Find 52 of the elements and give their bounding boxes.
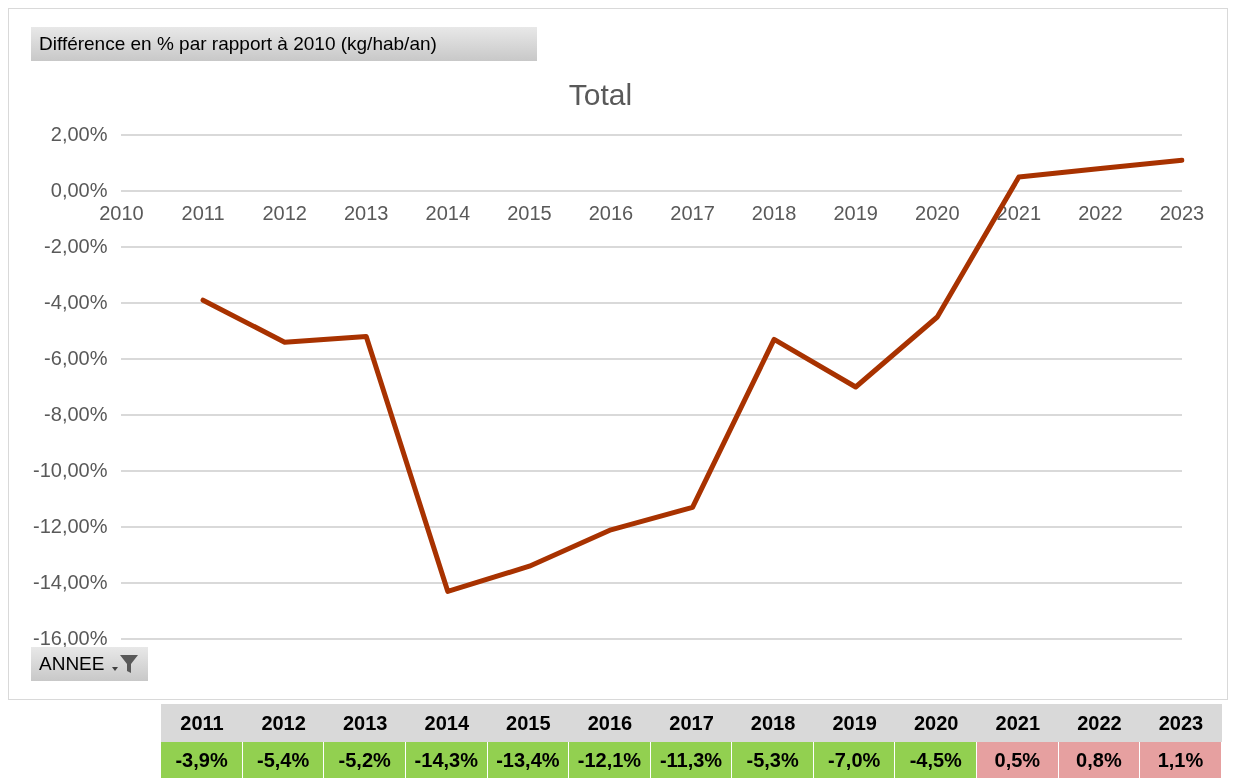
text: ANNEE [39, 653, 105, 675]
y-tick-label: -8,00% [44, 402, 108, 425]
text: Différence en % par rapport à 2010 (kg/hab/an) [31, 27, 537, 61]
category-label: 2011 [180, 712, 224, 734]
x-tick-label: 2014 [425, 201, 471, 224]
x-tick-label: 2012 [262, 201, 307, 224]
y-tick-label: -12,00% [32, 514, 108, 537]
data-label: -3,9% [161, 742, 242, 778]
x-tick-label: 2019 [833, 201, 878, 224]
category-label: 2019 [832, 712, 877, 734]
category-label: 2017 [669, 712, 714, 734]
x-tick-label: 2018 [751, 201, 797, 224]
category-label: 2015 [506, 712, 551, 734]
category-label: 2014 [424, 712, 470, 734]
x-tick-label: 2020 [915, 201, 960, 224]
category-label: 2012 [261, 712, 306, 734]
category-label: 2021 [995, 712, 1041, 734]
x-tick-label: 2013 [343, 201, 389, 224]
y-tick-label: -4,00% [44, 290, 108, 313]
data-label: -7,0% [813, 742, 895, 778]
category-label: 2013 [342, 712, 388, 734]
y-tick-label: 0,00% [50, 178, 108, 201]
data-label: 0,5% [977, 742, 1058, 778]
x-tick-label: 2015 [507, 201, 552, 224]
category-label: 2016 [587, 712, 633, 734]
x-tick-label: 2011 [181, 201, 225, 224]
x-tick-label: 2022 [1078, 201, 1123, 224]
y-tick-label: -6,00% [44, 346, 108, 369]
x-tick-label: 2017 [670, 201, 715, 224]
x-tick-label: 2016 [588, 201, 634, 224]
category-label: 2022 [1077, 712, 1122, 734]
data-label: -5,3% [732, 742, 813, 778]
category-label: 2020 [914, 712, 959, 734]
y-tick-label: 2,00% [50, 122, 108, 145]
data-label: -12,1% [569, 742, 650, 778]
data-label: -5,4% [242, 742, 324, 778]
y-tick-label: -16,00% [32, 626, 108, 649]
data-label: 1,1% [1140, 742, 1221, 778]
data-label: 0,8% [1058, 742, 1140, 778]
y-tick-label: -2,00% [44, 234, 108, 257]
chart-title: Total [568, 78, 633, 112]
data-label: -5,2% [324, 742, 405, 778]
data-label: -14,3% [406, 742, 487, 778]
x-tick-label: 2010 [99, 201, 144, 224]
y-tick-label: -10,00% [32, 458, 108, 481]
y-tick-label: -14,00% [32, 570, 108, 593]
category-label: 2018 [750, 712, 796, 734]
data-label: -4,5% [895, 742, 977, 778]
category-label: 2023 [1158, 712, 1204, 734]
data-label: -13,4% [487, 742, 569, 778]
data-label: -11,3% [650, 742, 732, 778]
x-tick-label: 2023 [1159, 201, 1205, 224]
